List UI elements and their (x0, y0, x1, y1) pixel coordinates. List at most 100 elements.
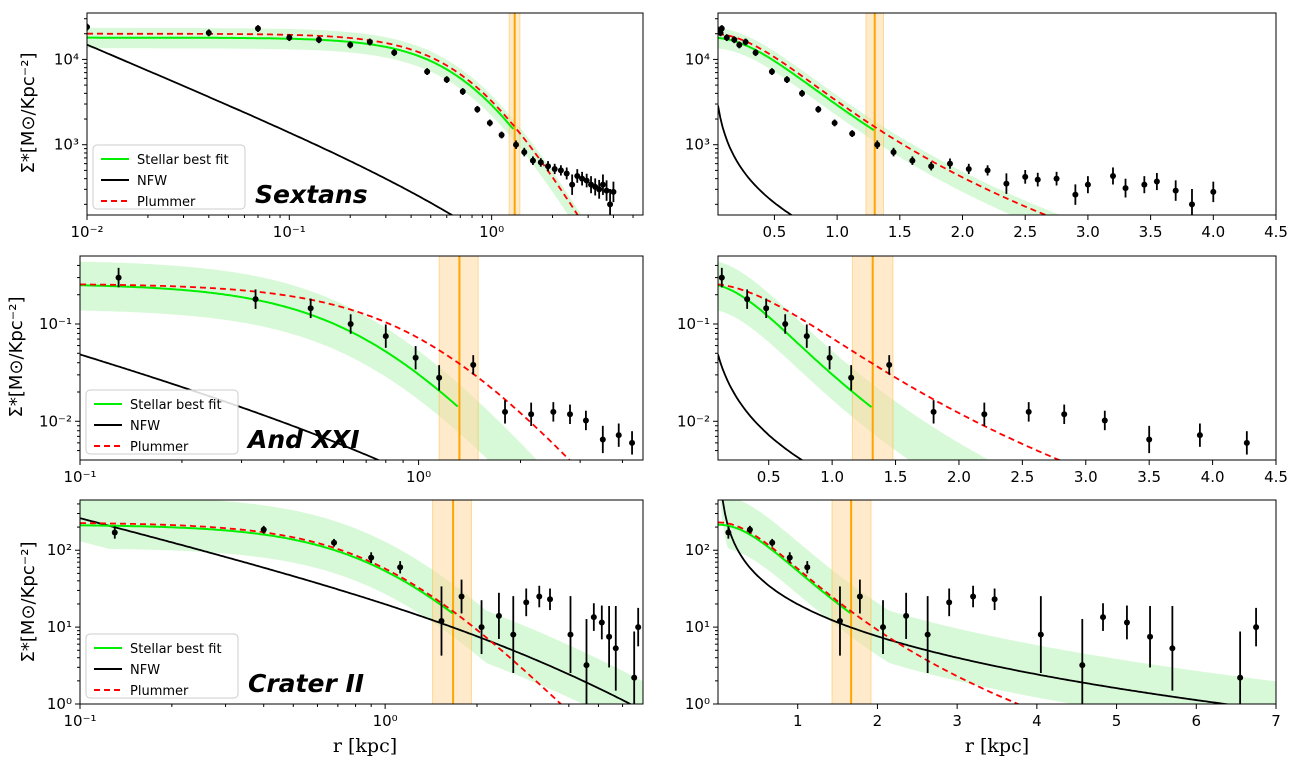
data-point (498, 131, 505, 138)
data-point (254, 25, 261, 32)
data-point (528, 411, 535, 418)
data-point (856, 593, 863, 600)
data-point (880, 624, 887, 631)
data-point (831, 119, 838, 126)
x-tick-label: 6 (1192, 712, 1202, 730)
data-point (486, 119, 493, 126)
plummer-curve (87, 32, 579, 215)
axes-frame (717, 499, 1277, 705)
data-point (924, 631, 931, 638)
data-point (315, 36, 322, 43)
data-point (1253, 624, 1260, 631)
data-point (718, 274, 725, 281)
x-tick-label: 10⁻² (70, 223, 103, 241)
data-point (1210, 188, 1217, 195)
data-point (1141, 181, 1148, 188)
data-point (903, 612, 910, 619)
data-point (569, 181, 576, 188)
y-tick-label: 10⁻² (39, 412, 72, 430)
plummer-curve (80, 522, 563, 704)
data-point (1146, 436, 1153, 443)
data-point (599, 436, 606, 443)
galaxy-name: Crater II (248, 669, 364, 698)
data-point (599, 181, 606, 188)
data-point (615, 432, 622, 439)
stellar-best-fit-curve (718, 36, 875, 131)
data-point (1153, 178, 1160, 185)
legend-box (85, 633, 239, 699)
data-point (478, 624, 485, 631)
data-point (1037, 631, 1044, 638)
data-point (438, 618, 445, 625)
axes-frame (79, 499, 644, 705)
data-point (725, 529, 732, 536)
data-point (436, 374, 443, 381)
data-point (596, 186, 603, 193)
data-point (1084, 181, 1091, 188)
data-point (523, 599, 530, 606)
x-tick-label: 3.0 (1076, 223, 1100, 241)
data-point (1243, 439, 1250, 446)
x-tick-label: 10⁰ (406, 468, 431, 486)
data-point (87, 23, 90, 30)
x-tick-label: 3 (952, 712, 962, 730)
data-point (557, 167, 564, 174)
data-point (731, 36, 738, 43)
x-tick-label: 0.5 (762, 223, 786, 241)
data-point (424, 68, 431, 75)
y-tick-label: 10⁰ (685, 695, 710, 713)
x-tick-label: 10⁻¹ (273, 223, 306, 241)
data-point (984, 167, 991, 174)
legend-label-nfw: NFW (130, 663, 160, 678)
legend-label-stellar: Stellar best fit (137, 153, 229, 168)
data-point (590, 614, 597, 621)
legend-label-plummer: Plummer (137, 195, 196, 210)
nfw-curve (721, 500, 1232, 704)
data-point (598, 619, 605, 626)
data-point (606, 633, 613, 640)
data-point (1169, 645, 1176, 652)
data-point (848, 374, 855, 381)
data-point (260, 526, 267, 533)
x-tick-label: 3.5 (1137, 468, 1161, 486)
data-point (763, 305, 770, 312)
data-point (443, 76, 450, 83)
data-point (718, 25, 725, 32)
data-point (1123, 619, 1130, 626)
x-tick-label: 10⁻¹ (63, 468, 96, 486)
axes-frame (79, 255, 644, 461)
data-point (547, 596, 554, 603)
data-point (635, 624, 642, 631)
data-point (1188, 201, 1195, 208)
data-point (607, 201, 614, 208)
data-point (742, 38, 749, 45)
data-point (744, 296, 751, 303)
data-point (909, 157, 916, 164)
data-point (768, 68, 775, 75)
data-point (928, 163, 935, 170)
data-point (368, 554, 375, 561)
x-tick-label: 2 (873, 712, 883, 730)
panel-sextans-log: 10⁻² 10⁻¹ 10⁰ 10³ 10⁴ Stellar best fit NFW Plum… (54, 12, 644, 241)
y-tick-label: 10⁻¹ (39, 315, 72, 333)
data-point (252, 296, 259, 303)
x-tick-label: 10⁰ (479, 223, 504, 241)
stellar-uncertainty-band (718, 261, 990, 460)
stellar-uncertainty-band (80, 261, 538, 460)
x-tick-label: 2.0 (951, 223, 975, 241)
data-point (826, 354, 833, 361)
data-point (566, 411, 573, 418)
y-tick-label: 10⁴ (685, 50, 710, 68)
y-tick-label: 10³ (685, 136, 710, 154)
data-point (397, 564, 404, 571)
data-point (382, 333, 389, 340)
x-tick-label: 3.5 (1139, 223, 1163, 241)
data-point (459, 88, 466, 95)
data-point (610, 188, 617, 195)
data-point (965, 165, 972, 172)
data-point (307, 305, 314, 312)
data-point (502, 408, 509, 415)
data-point (783, 76, 790, 83)
data-point (495, 612, 502, 619)
